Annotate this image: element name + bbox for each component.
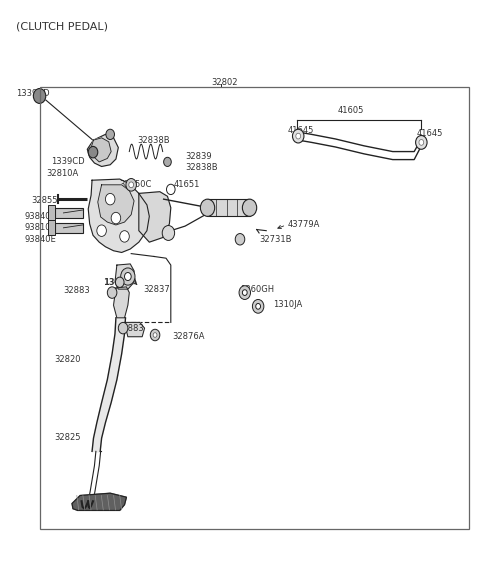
Text: 1339CD: 1339CD [51, 157, 85, 166]
Text: 32883: 32883 [117, 324, 144, 332]
Polygon shape [115, 264, 134, 289]
Circle shape [242, 290, 247, 295]
Text: (CLUTCH PEDAL): (CLUTCH PEDAL) [16, 21, 108, 32]
Circle shape [239, 286, 251, 300]
Text: 93840A: 93840A [24, 212, 57, 221]
Text: 43779A: 43779A [288, 221, 320, 229]
Bar [48, 206, 55, 221]
Circle shape [164, 157, 171, 166]
Text: 32731B: 32731B [259, 235, 291, 244]
Text: 1310JA: 1310JA [274, 300, 303, 309]
Polygon shape [87, 134, 118, 166]
Bar [206, 199, 250, 217]
Text: 1339CD: 1339CD [16, 89, 49, 97]
Polygon shape [72, 493, 126, 510]
Circle shape [162, 226, 175, 240]
Circle shape [242, 199, 257, 217]
Circle shape [120, 230, 129, 242]
Text: 32838B: 32838B [185, 163, 218, 172]
Text: 32876A: 32876A [172, 332, 205, 341]
Circle shape [256, 304, 261, 309]
Text: 32810A: 32810A [47, 169, 79, 178]
Text: 41605: 41605 [338, 106, 364, 115]
Circle shape [124, 272, 131, 281]
Circle shape [118, 323, 128, 334]
Text: 41645: 41645 [417, 128, 443, 138]
Polygon shape [114, 287, 129, 318]
Circle shape [116, 277, 124, 287]
Circle shape [108, 287, 117, 298]
Circle shape [34, 89, 46, 104]
Polygon shape [139, 192, 171, 242]
Polygon shape [98, 185, 134, 225]
Circle shape [200, 199, 215, 217]
Text: 41645: 41645 [288, 126, 314, 135]
Circle shape [106, 129, 115, 139]
Circle shape [120, 268, 135, 285]
Polygon shape [92, 318, 125, 452]
Bar [55, 208, 83, 218]
Text: 1360GH: 1360GH [240, 285, 274, 294]
Text: 93810B: 93810B [24, 223, 57, 232]
Circle shape [126, 179, 136, 191]
Circle shape [419, 139, 424, 145]
Text: 32839: 32839 [185, 151, 212, 161]
Circle shape [106, 194, 115, 205]
Circle shape [153, 333, 157, 338]
Circle shape [97, 225, 107, 236]
Text: 32825: 32825 [54, 433, 80, 442]
Text: 32820: 32820 [54, 355, 80, 364]
Circle shape [88, 146, 98, 158]
Text: 1311FA: 1311FA [103, 278, 137, 287]
Circle shape [252, 300, 264, 313]
Circle shape [296, 133, 300, 139]
Text: 32802: 32802 [211, 78, 238, 88]
Bar [39, 88, 469, 529]
Bar [55, 223, 83, 233]
Polygon shape [124, 323, 144, 337]
Circle shape [292, 129, 304, 143]
Polygon shape [88, 179, 149, 252]
Circle shape [129, 182, 133, 188]
Text: 41651: 41651 [173, 180, 200, 190]
Text: 93840E: 93840E [24, 235, 56, 244]
Circle shape [111, 213, 120, 224]
Text: 32883: 32883 [63, 286, 90, 295]
Text: 32850C: 32850C [120, 180, 152, 190]
Circle shape [416, 135, 427, 149]
Text: 32855: 32855 [31, 196, 58, 205]
Circle shape [167, 184, 175, 195]
Circle shape [235, 233, 245, 245]
Bar [48, 221, 55, 235]
Polygon shape [91, 138, 111, 162]
Text: 32837: 32837 [144, 285, 170, 294]
Circle shape [150, 329, 160, 341]
Text: 32838B: 32838B [137, 135, 170, 145]
